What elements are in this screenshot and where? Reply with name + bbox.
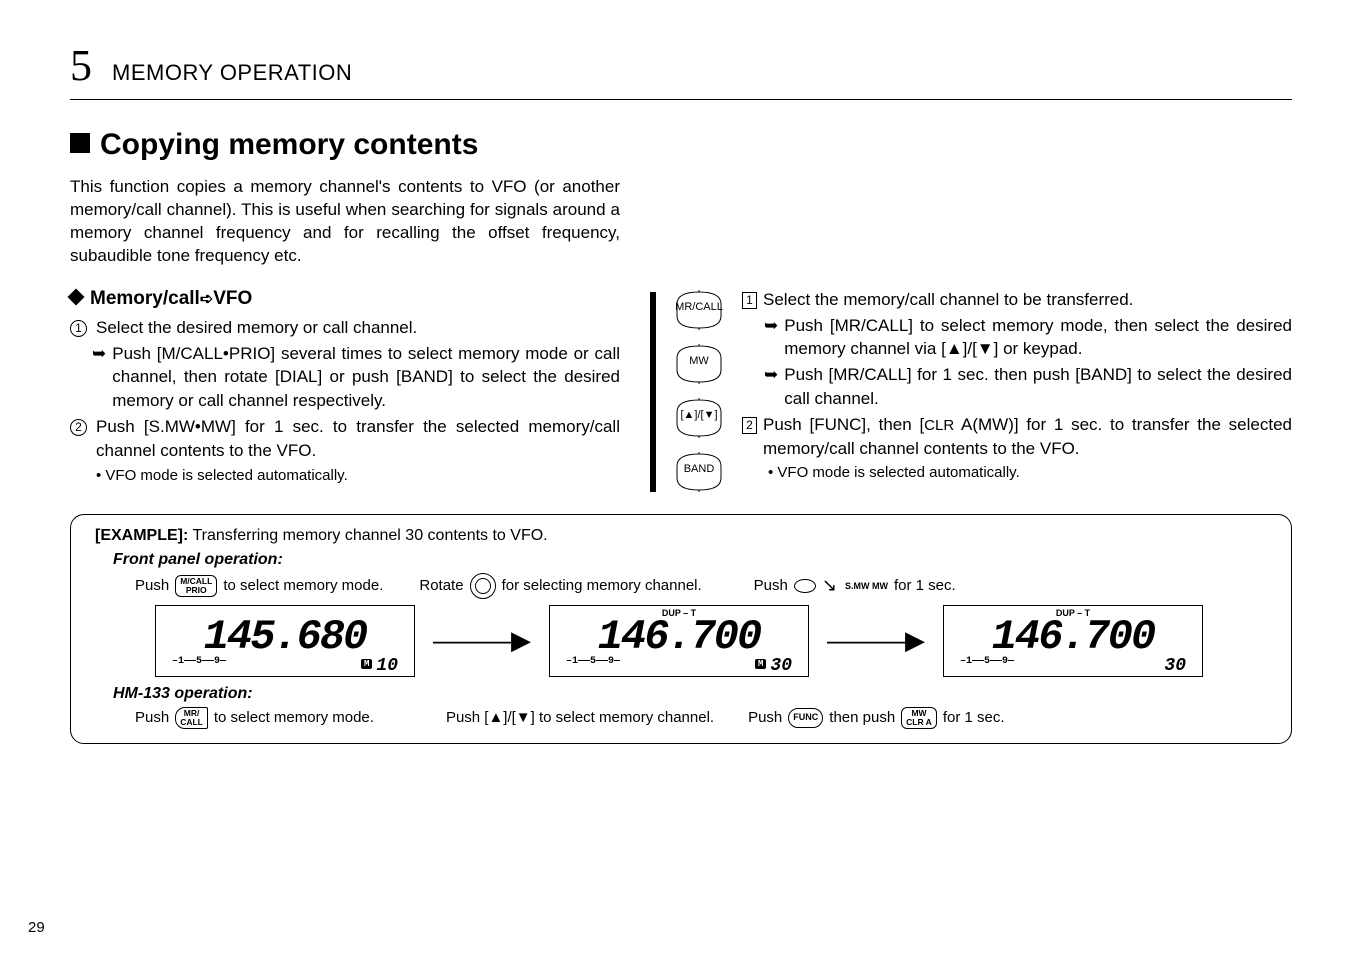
right-steps: 1 Select the memory/call channel to be t…: [742, 288, 1292, 492]
left-column: Memory/call➪VFO 1 Select the desired mem…: [70, 288, 620, 486]
text: to select memory mode.: [223, 577, 383, 594]
subheading-part-a: Memory/call: [90, 288, 200, 309]
curve-icon: ↘: [822, 575, 837, 596]
lcd-scale: –1——5——9—: [172, 656, 226, 676]
arrow-right-icon: ―――▶: [433, 625, 531, 656]
right-step-2: Push [FUNC], then [CLR A(MW)] for 1 sec.…: [763, 413, 1292, 461]
diamond-bullet-icon: [68, 288, 85, 305]
mic-button-band: BAND: [668, 452, 730, 492]
hm133-row: Push MR/CALL to select memory mode. Push…: [135, 707, 1267, 729]
text: Push: [748, 709, 782, 726]
lcd-channel: 10: [376, 656, 398, 676]
m-icon: M: [361, 659, 372, 669]
vertical-bar: [650, 292, 656, 492]
key-mcall-prio: M/CALLPRIO: [175, 575, 217, 597]
text: Push: [754, 577, 788, 594]
key-mw-clra: MWCLR A: [901, 707, 937, 729]
step-2-bullet: • VFO mode is selected automatically.: [70, 465, 620, 486]
text: Push: [135, 709, 169, 726]
arrow-icon: ➪: [200, 291, 213, 308]
right-step-1-sub1: Push [MR/CALL] to select memory mode, th…: [784, 314, 1292, 362]
subheading: Memory/call➪VFO: [70, 288, 620, 310]
two-column-area: Memory/call➪VFO 1 Select the desired mem…: [70, 288, 1292, 492]
sub-arrow-icon: ➥: [764, 363, 778, 411]
lcd-display-1: 145.680 –1——5——9— M 10: [155, 605, 415, 677]
lcd-freq: 145.680: [166, 616, 404, 658]
lcd-row: 145.680 –1——5——9— M 10 ―――▶ DUP – T 146.70…: [155, 605, 1267, 677]
hm133-label: HM-133 operation:: [113, 685, 1267, 703]
step-number-1: 1: [742, 288, 757, 312]
step-1-sub: Push [M/CALL•PRIO] several times to sele…: [112, 342, 620, 413]
smw-label: S.MW MW: [845, 581, 888, 591]
example-title-rest: Transferring memory channel 30 contents …: [188, 527, 547, 544]
chapter-number: 5: [70, 40, 92, 91]
mic-button-mrcall: MR/CALL: [668, 290, 730, 330]
example-box: [EXAMPLE]: Transferring memory channel 3…: [70, 514, 1292, 744]
lcd-dup: DUP – T: [1056, 608, 1090, 618]
text: to select memory mode.: [214, 709, 374, 726]
square-bullet-icon: [70, 133, 90, 153]
lcd-freq: 146.700: [954, 616, 1192, 658]
mic-label: MW: [668, 355, 730, 367]
step-2-text: Push [S.MW•MW] for 1 sec. to transfer th…: [96, 415, 620, 463]
divider: [70, 99, 1292, 100]
lcd-channel: 30: [1164, 656, 1186, 676]
left-steps: 1 Select the desired memory or call chan…: [70, 316, 620, 486]
section-title-text: Copying memory contents: [100, 128, 478, 161]
dial-icon: [470, 573, 496, 599]
mic-label: MR/CALL: [668, 301, 730, 313]
text: Rotate: [419, 577, 463, 594]
right-step-1-sub2: Push [MR/CALL] for 1 sec. then push [BAN…: [784, 363, 1292, 411]
step-number-1: 1: [70, 316, 90, 340]
mic-label: BAND: [668, 463, 730, 475]
text: for 1 sec.: [943, 709, 1005, 726]
text: then push: [829, 709, 895, 726]
lcd-freq: 146.700: [560, 616, 798, 658]
lcd-channel: 30: [770, 656, 792, 676]
chapter-header: 5 MEMORY OPERATION: [70, 40, 1292, 91]
chapter-title: MEMORY OPERATION: [112, 60, 352, 86]
key-func: FUNC: [788, 708, 823, 728]
arrow-right-icon: ―――▶: [827, 625, 925, 656]
front-panel-label: Front panel operation:: [113, 551, 1267, 569]
example-title: [EXAMPLE]: Transferring memory channel 3…: [95, 527, 1267, 545]
mic-button-updown: [▲]/[▼]: [668, 398, 730, 438]
mic-button-mw: MW: [668, 344, 730, 384]
right-step-1: Select the memory/call channel to be tra…: [763, 288, 1292, 312]
sub-arrow-icon: ➥: [764, 314, 778, 362]
step-1-text: Select the desired memory or call channe…: [96, 316, 417, 340]
right-column: MR/CALL MW [▲]/[▼] BAND 1 Select the mem…: [650, 288, 1292, 492]
step-number-2: 2: [742, 413, 757, 461]
lcd-display-2: DUP – T 146.700 –1——5——9— M 30: [549, 605, 809, 677]
section-title: Copying memory contents: [70, 128, 1292, 162]
sub-arrow-icon: ➥: [92, 342, 106, 413]
step-number-2: 2: [70, 415, 90, 463]
smw-button-icon: [794, 579, 816, 593]
m-icon: M: [755, 659, 766, 669]
text: for selecting memory channel.: [502, 577, 702, 594]
text: Push [▲]/[▼] to select memory channel.: [446, 709, 714, 726]
lcd-display-3: DUP – T 146.700 –1——5——9— 30: [943, 605, 1203, 677]
front-panel-row: Push M/CALLPRIO to select memory mode. R…: [135, 573, 1267, 599]
subheading-part-b: VFO: [213, 288, 252, 309]
mic-button-column: MR/CALL MW [▲]/[▼] BAND: [668, 288, 730, 492]
lcd-scale: –1——5——9—: [960, 656, 1014, 676]
text: for 1 sec.: [894, 577, 956, 594]
key-mr-call: MR/CALL: [175, 707, 208, 729]
text: Push: [135, 577, 169, 594]
page-number: 29: [28, 919, 45, 936]
mic-label: [▲]/[▼]: [668, 409, 730, 421]
example-title-bold: [EXAMPLE]:: [95, 527, 188, 544]
lcd-scale: –1——5——9—: [566, 656, 620, 676]
lcd-dup: DUP – T: [662, 608, 696, 618]
intro-paragraph: This function copies a memory channel's …: [70, 176, 620, 268]
right-step-2-bullet: • VFO mode is selected automatically.: [742, 462, 1292, 483]
